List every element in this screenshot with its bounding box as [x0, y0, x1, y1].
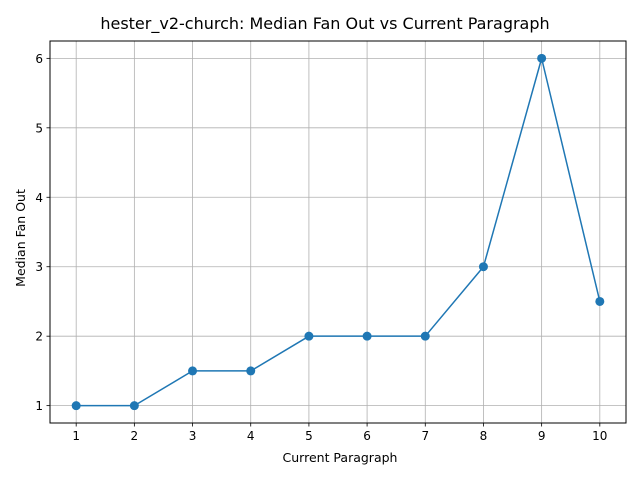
- x-tick-label: 5: [305, 429, 313, 443]
- x-axis-label: Current Paragraph: [283, 450, 398, 465]
- data-point: [595, 296, 605, 306]
- series-line: [76, 57, 601, 407]
- data-point: [129, 401, 139, 411]
- x-tick-label: 1: [72, 429, 80, 443]
- x-tick-label: 4: [247, 429, 255, 443]
- x-tick-label: 7: [421, 429, 429, 443]
- plot-frame: [49, 40, 627, 424]
- y-tick-label: 4: [35, 191, 43, 205]
- x-tick-label: 9: [538, 429, 546, 443]
- x-tick-label: 8: [480, 429, 488, 443]
- series-group: [71, 53, 605, 411]
- grid-lines: [50, 41, 626, 423]
- y-tick-label: 6: [35, 52, 43, 66]
- data-point: [188, 366, 198, 376]
- data-point: [71, 401, 81, 411]
- y-tick-label: 5: [35, 121, 43, 135]
- x-tick-label: 6: [363, 429, 371, 443]
- data-point: [478, 262, 488, 272]
- y-axis-label: Median Fan Out: [13, 189, 28, 287]
- x-axis-ticks: 1 2 3 4 5 6 7 8 9 10: [72, 423, 607, 443]
- y-tick-label: 3: [35, 260, 43, 274]
- x-tick-label: 10: [592, 429, 607, 443]
- data-point: [420, 331, 430, 341]
- chart-title: hester_v2-church: Median Fan Out vs Curr…: [100, 14, 549, 34]
- y-tick-label: 1: [35, 399, 43, 413]
- x-tick-label: 2: [131, 429, 139, 443]
- data-point: [246, 366, 256, 376]
- y-tick-label: 2: [35, 330, 43, 344]
- y-axis-ticks: 1 2 3 4 5 6: [35, 52, 50, 413]
- x-tick-label: 3: [189, 429, 197, 443]
- data-point: [537, 53, 547, 63]
- data-point: [304, 331, 314, 341]
- data-point: [362, 331, 372, 341]
